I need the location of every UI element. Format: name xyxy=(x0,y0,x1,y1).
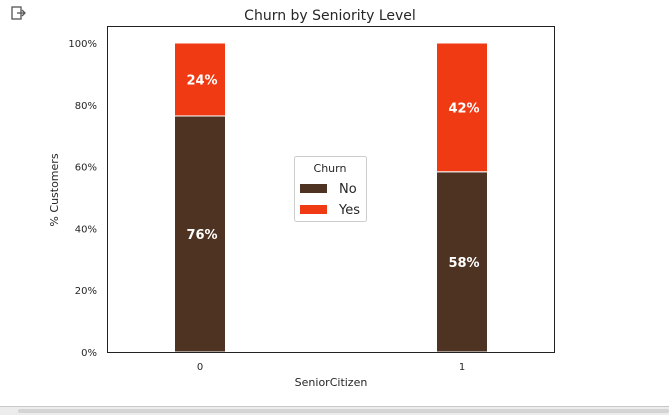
legend: Churn No Yes xyxy=(294,156,367,222)
data-label-no-0: 76% xyxy=(186,228,217,243)
plot-frame xyxy=(107,26,555,353)
legend-label-no: No xyxy=(339,182,357,197)
y-tick-label: 60% xyxy=(75,163,97,174)
y-axis-label: % Customers xyxy=(48,153,61,226)
x-tick-label: 0 xyxy=(197,362,203,373)
open-in-new-icon[interactable] xyxy=(9,5,27,23)
y-tick-label: 40% xyxy=(75,224,97,235)
chart-figure: Churn by Seniority Level 0% 20% 40% 60% 80% 1… xyxy=(48,8,555,389)
y-axis: 0% 20% 40% 60% 80% 100% xyxy=(68,39,97,359)
x-axis-label: SeniorCitizen xyxy=(295,376,368,389)
y-tick-label: 20% xyxy=(75,286,97,297)
bar-no-0 xyxy=(174,115,226,353)
horizontal-scrollbar[interactable] xyxy=(0,406,669,415)
bar-layer xyxy=(174,42,488,353)
data-label-no-1: 58% xyxy=(448,256,479,271)
data-label-yes-1: 42% xyxy=(448,101,479,116)
x-tick-label: 1 xyxy=(459,362,465,373)
data-label-yes-0: 24% xyxy=(186,73,217,88)
chart-title: Churn by Seniority Level xyxy=(244,8,416,24)
legend-swatch-no xyxy=(300,184,327,193)
legend-title: Churn xyxy=(314,162,347,175)
scrollbar-thumb[interactable] xyxy=(18,409,669,413)
y-tick-label: 100% xyxy=(68,39,97,50)
bar-yes-0 xyxy=(174,42,226,117)
data-labels: 76% 24% 58% 42% xyxy=(186,73,479,270)
legend-swatch-yes xyxy=(300,205,327,214)
y-tick-label: 80% xyxy=(75,101,97,112)
bar-no-1 xyxy=(436,171,488,353)
churn-chart: Churn by Seniority Level 0% 20% 40% 60% 80% 1… xyxy=(48,8,555,389)
bar-yes-1 xyxy=(436,42,488,173)
y-tick-label: 0% xyxy=(81,348,97,359)
legend-label-yes: Yes xyxy=(338,203,360,218)
